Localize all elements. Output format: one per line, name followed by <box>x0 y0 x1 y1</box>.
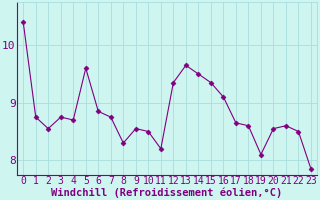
X-axis label: Windchill (Refroidissement éolien,°C): Windchill (Refroidissement éolien,°C) <box>52 187 283 198</box>
